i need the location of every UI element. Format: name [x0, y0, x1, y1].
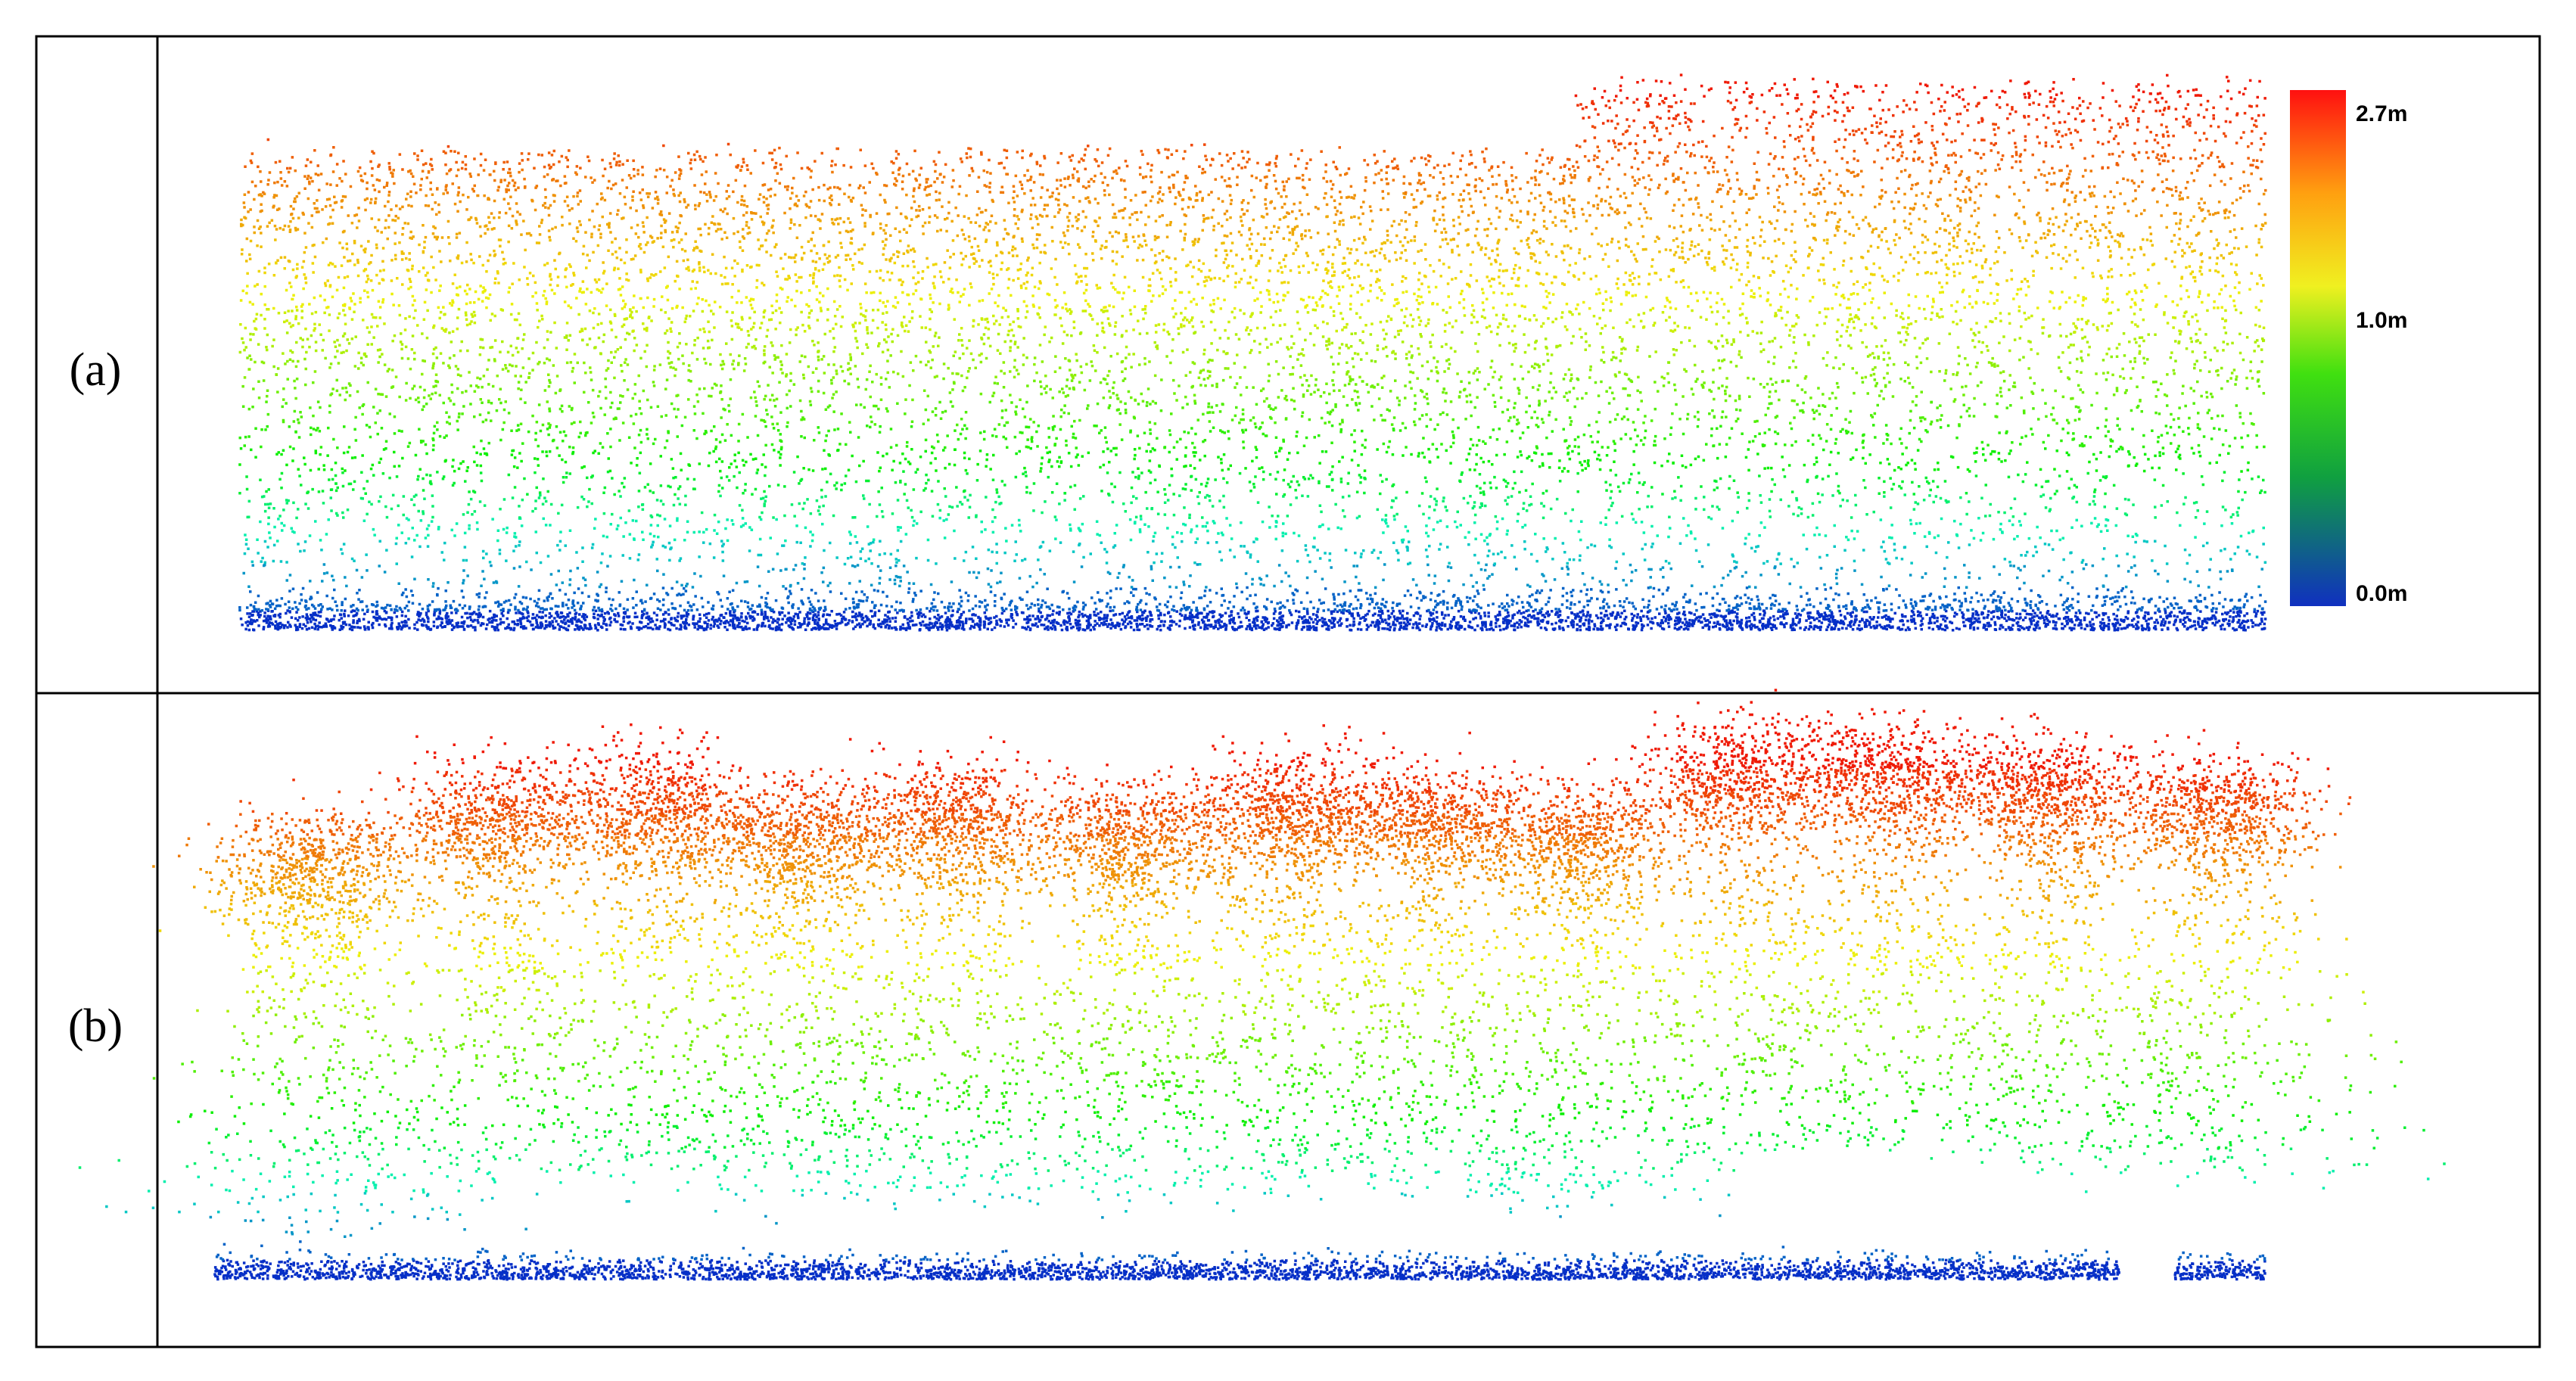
point-band [209, 1214, 1722, 1238]
point-band [241, 377, 2266, 403]
point-band [178, 835, 2319, 860]
colorbar [2290, 90, 2346, 606]
point-band [213, 1258, 2266, 1281]
point-band [215, 1240, 2266, 1261]
point-band [204, 901, 2317, 927]
point-cloud-a [238, 73, 2267, 632]
point-band [78, 1147, 2446, 1172]
point-band [239, 307, 2266, 334]
point-band [246, 969, 2365, 994]
colorbar-label: 1.0m [2356, 308, 2407, 333]
point-band [231, 1035, 2398, 1061]
point-band [246, 493, 2244, 520]
point-band [244, 516, 2266, 543]
point-band [207, 812, 2342, 838]
point-band [413, 689, 2330, 770]
point-band [152, 1058, 2403, 1083]
point-band [266, 122, 2266, 148]
point-band [238, 424, 2266, 450]
point-band [230, 1080, 2397, 1106]
point-band [238, 446, 2250, 473]
point-band [1576, 98, 2266, 125]
point-band [241, 946, 2299, 972]
point-band [238, 586, 2267, 612]
point-band [238, 331, 2266, 357]
point-band [238, 470, 2266, 496]
point-band [239, 285, 2263, 310]
panel-label: (a) [70, 344, 122, 396]
point-band [242, 191, 2266, 218]
panel-label: (b) [68, 1000, 123, 1052]
point-band [239, 790, 2352, 815]
point-band [177, 1103, 2351, 1128]
point-band [247, 168, 2267, 194]
colorbar-label: 0.0m [2356, 581, 2407, 606]
point-band [207, 1124, 2425, 1150]
outer-border [35, 35, 2541, 1348]
point-band [233, 1013, 2372, 1038]
point-band [243, 540, 2267, 566]
point-band [242, 563, 2263, 589]
point-band [1574, 73, 2266, 102]
point-band [152, 857, 2342, 882]
point-cloud-b [78, 689, 2446, 1281]
point-band [240, 215, 2267, 241]
point-band [292, 767, 2331, 793]
point-band [193, 879, 2313, 904]
point-band [158, 924, 2348, 949]
point-band [148, 1169, 2430, 1194]
point-band [239, 609, 2267, 632]
point-band [243, 354, 2263, 380]
point-band [246, 261, 2265, 288]
colorbar-label: 2.7m [2356, 101, 2407, 126]
point-band [240, 238, 2263, 264]
point-band [241, 400, 2255, 427]
point-band [196, 991, 2366, 1016]
point-band [105, 1192, 1731, 1216]
point-band [244, 145, 2263, 171]
